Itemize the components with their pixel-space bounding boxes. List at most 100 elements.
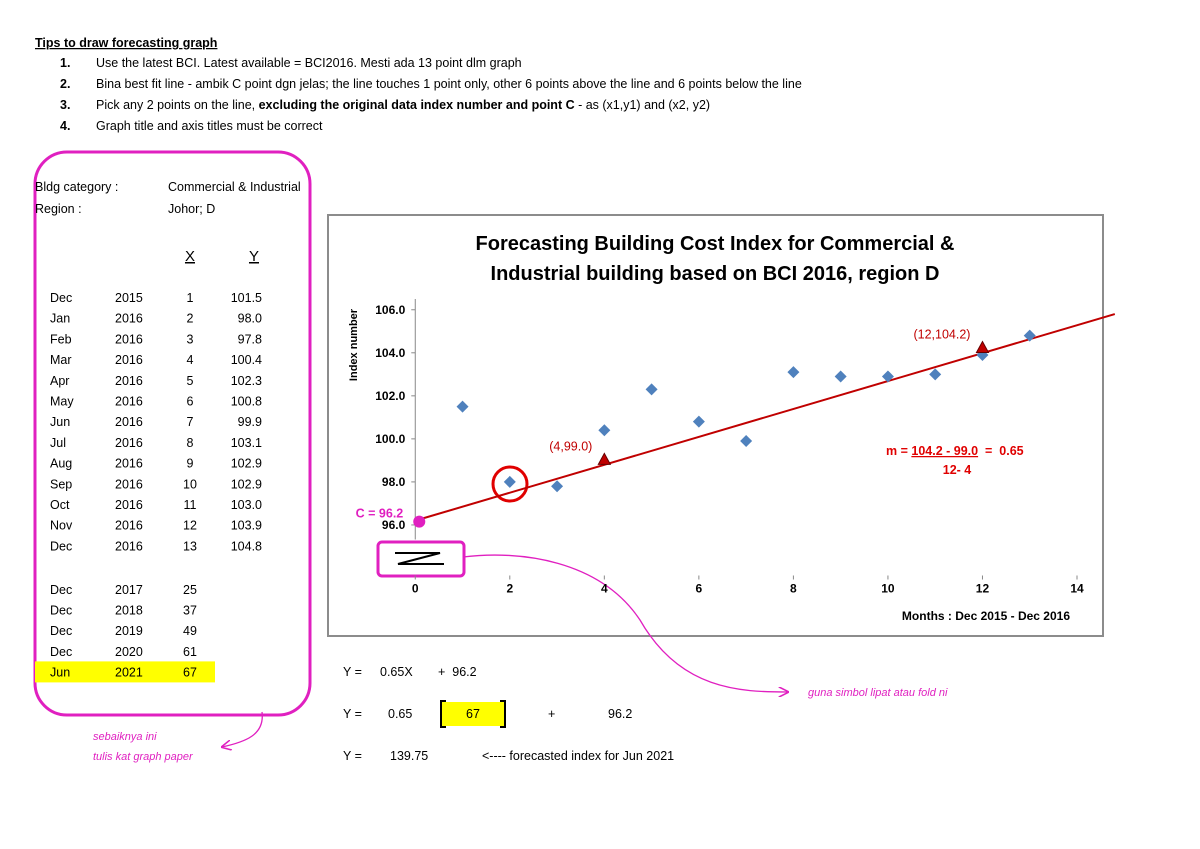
chart-title: Forecasting Building Cost Index for Comm… <box>476 233 955 255</box>
column-header: Y <box>249 248 259 265</box>
x-tick-label: 8 <box>790 582 797 596</box>
data-point <box>456 400 469 413</box>
x-tick-label: 10 <box>881 582 895 596</box>
y-tick-label: 106.0 <box>375 303 405 317</box>
table-cell: 1 <box>187 291 194 305</box>
chart-frame <box>327 214 1104 637</box>
table-cell: Dec <box>50 291 72 305</box>
table-cell: Dec <box>50 645 72 659</box>
y-tick-label: 102.0 <box>375 389 405 403</box>
axis-break <box>395 552 444 565</box>
table-cell: Mar <box>50 353 72 367</box>
table-cell: 2020 <box>115 645 143 659</box>
x-axis-label: Months : Dec 2015 - Dec 2016 <box>902 609 1070 623</box>
table-cell: 2016 <box>115 332 143 346</box>
table-cell: Dec <box>50 539 72 553</box>
table-cell: Aug <box>50 457 72 471</box>
category-label: Bldg category : <box>35 180 118 194</box>
slope-part: m = <box>886 444 911 458</box>
equation-term: 96.2 <box>608 707 632 721</box>
item-text: Graph title and axis titles must be corr… <box>96 119 323 133</box>
item-number: 1. <box>60 56 70 70</box>
table-cell: 2018 <box>115 604 143 618</box>
table-cell: 2016 <box>115 498 143 512</box>
item-part: - as (x1,y1) and (x2, y2) <box>575 98 710 112</box>
table-cell: 2016 <box>115 312 143 326</box>
x-tick-label: 4 <box>601 582 608 596</box>
bracket <box>440 700 506 728</box>
data-point <box>551 480 564 493</box>
table-cell: Nov <box>50 519 73 533</box>
table-cell: 2 <box>187 312 194 326</box>
equation-term: 0.65X <box>380 665 413 679</box>
table-cell: Oct <box>50 498 70 512</box>
table-cell: 12 <box>183 519 197 533</box>
item-part: Bina best fit line - ambik C point dgn j… <box>96 77 802 91</box>
table-cell: 103.9 <box>231 519 262 533</box>
item-text: Bina best fit line - ambik C point dgn j… <box>96 77 802 91</box>
equation-term: + <box>548 707 555 721</box>
x-tick-label: 14 <box>1070 582 1084 596</box>
table-cell: 2016 <box>115 519 143 533</box>
table-cell: 3 <box>187 332 194 346</box>
table-cell: 98.0 <box>238 312 262 326</box>
table-cell: 103.0 <box>231 498 262 512</box>
table-cell: Apr <box>50 374 69 388</box>
item-number: 4. <box>60 119 70 133</box>
item-part: Pick any 2 points on the line, <box>96 98 259 112</box>
item-number: 2. <box>60 77 70 91</box>
x-tick-label: 6 <box>696 582 703 596</box>
table-cell: 49 <box>183 624 197 638</box>
table-cell: 2017 <box>115 583 143 597</box>
table-cell: 103.1 <box>231 436 262 450</box>
item-part: excluding the original data index number… <box>259 98 575 112</box>
table-cell: 37 <box>183 604 197 618</box>
table-cell: 104.8 <box>231 539 262 553</box>
intercept-point <box>413 515 426 528</box>
table-cell: 2019 <box>115 624 143 638</box>
equation-term: Y = <box>343 749 362 763</box>
table-cell: 2016 <box>115 457 143 471</box>
slope-denominator: 12- 4 <box>943 463 972 477</box>
table-cell: Jul <box>50 436 66 450</box>
region-label: Region : <box>35 202 82 216</box>
y-tick-label: 96.0 <box>382 518 406 532</box>
table-cell: 2016 <box>115 477 143 491</box>
equation-term: 0.65 <box>388 707 412 721</box>
item-number: 3. <box>60 98 70 112</box>
slope-part: 104.2 - 99.0 <box>911 444 978 458</box>
table-cell: 13 <box>183 539 197 553</box>
y-tick-label: 100.0 <box>375 432 405 446</box>
table-cell: 99.9 <box>238 415 262 429</box>
equation-term: Y = <box>343 707 362 721</box>
data-point <box>1023 329 1036 342</box>
table-cell: 6 <box>187 395 194 409</box>
note: sebaiknya ini <box>93 731 157 743</box>
note: guna simbol lipat atau fold ni <box>808 687 948 699</box>
table-cell: 100.4 <box>231 353 262 367</box>
annotation: C = 96.2 <box>356 507 404 521</box>
equation-term: Y = <box>343 665 362 679</box>
chart-title: Industrial building based on BCI 2016, r… <box>491 263 940 285</box>
table-cell: 9 <box>187 457 194 471</box>
table-cell: 10 <box>183 477 197 491</box>
table-cell: Dec <box>50 583 72 597</box>
annotation-marker <box>975 340 990 353</box>
table-cell: 2016 <box>115 436 143 450</box>
region: Johor; D <box>168 202 215 216</box>
table-cell: 102.3 <box>231 374 262 388</box>
table-cell: 101.5 <box>231 291 262 305</box>
y-axis-label: Index number <box>348 308 360 381</box>
item-part: Graph title and axis titles must be corr… <box>96 119 323 133</box>
table-cell: 100.8 <box>231 395 262 409</box>
note-arrow <box>462 554 788 692</box>
equation-term: + 96.2 <box>438 665 477 679</box>
data-point <box>929 368 942 381</box>
equation-term: <---- forecasted index for Jun 2021 <box>482 749 674 763</box>
equation-term: 139.75 <box>390 749 428 763</box>
table-cell: 67 <box>183 665 197 679</box>
data-point <box>598 424 611 437</box>
table-cell: 5 <box>187 374 194 388</box>
item-text: Use the latest BCI. Latest available = B… <box>96 56 522 70</box>
touch-circle <box>491 465 529 503</box>
